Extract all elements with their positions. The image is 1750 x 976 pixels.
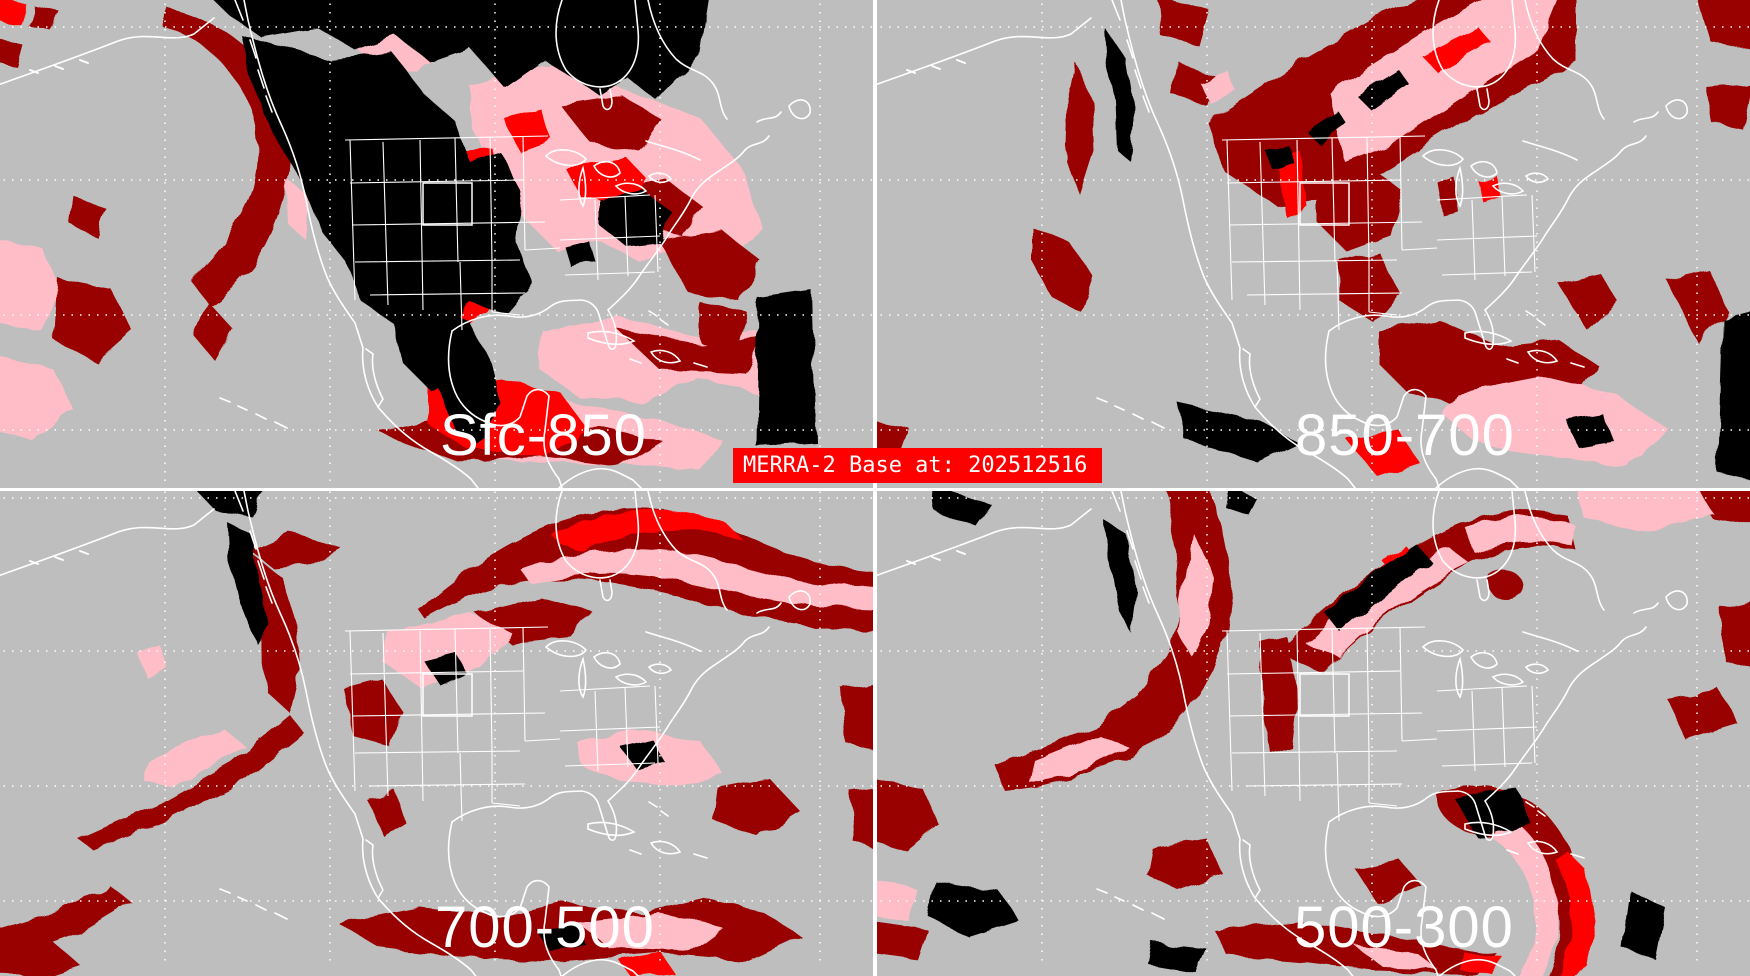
panel-label-700-500: 700-500 — [435, 895, 655, 960]
pink-cloud-areas — [138, 548, 873, 951]
panel-label-500-300: 500-300 — [1294, 895, 1514, 960]
timestamp-banner: MERRA-2 Base at: 202512516 — [733, 448, 1102, 483]
black-cloud-areas — [213, 0, 816, 446]
pink-cloud-areas — [877, 491, 1715, 976]
panel-850-700: 850-700 — [877, 0, 1750, 488]
panel-divider-horizontal — [0, 488, 1750, 491]
panel-label-850-700: 850-700 — [1295, 403, 1515, 468]
panel-label-sfc-850: Sfc-850 — [440, 403, 647, 468]
map-850-700: 850-700 — [877, 0, 1750, 488]
map-sfc-850: Sfc-850 — [0, 0, 873, 488]
pink-cloud-areas — [1199, 0, 1669, 466]
dark-red-cloud-areas — [877, 0, 1750, 456]
bright-red-cloud-areas — [552, 510, 744, 976]
panel-700-500: 700-500 — [0, 491, 873, 976]
black-cloud-areas — [1105, 28, 1750, 480]
graticule-layer — [877, 491, 1750, 962]
map-700-500: 700-500 — [0, 491, 873, 976]
map-500-300: 500-300 — [877, 491, 1750, 976]
timestamp-banner-text: MERRA-2 Base at: 202512516 — [743, 453, 1088, 478]
panel-500-300: 500-300 — [877, 491, 1750, 976]
panel-sfc-850: Sfc-850 — [0, 0, 873, 488]
